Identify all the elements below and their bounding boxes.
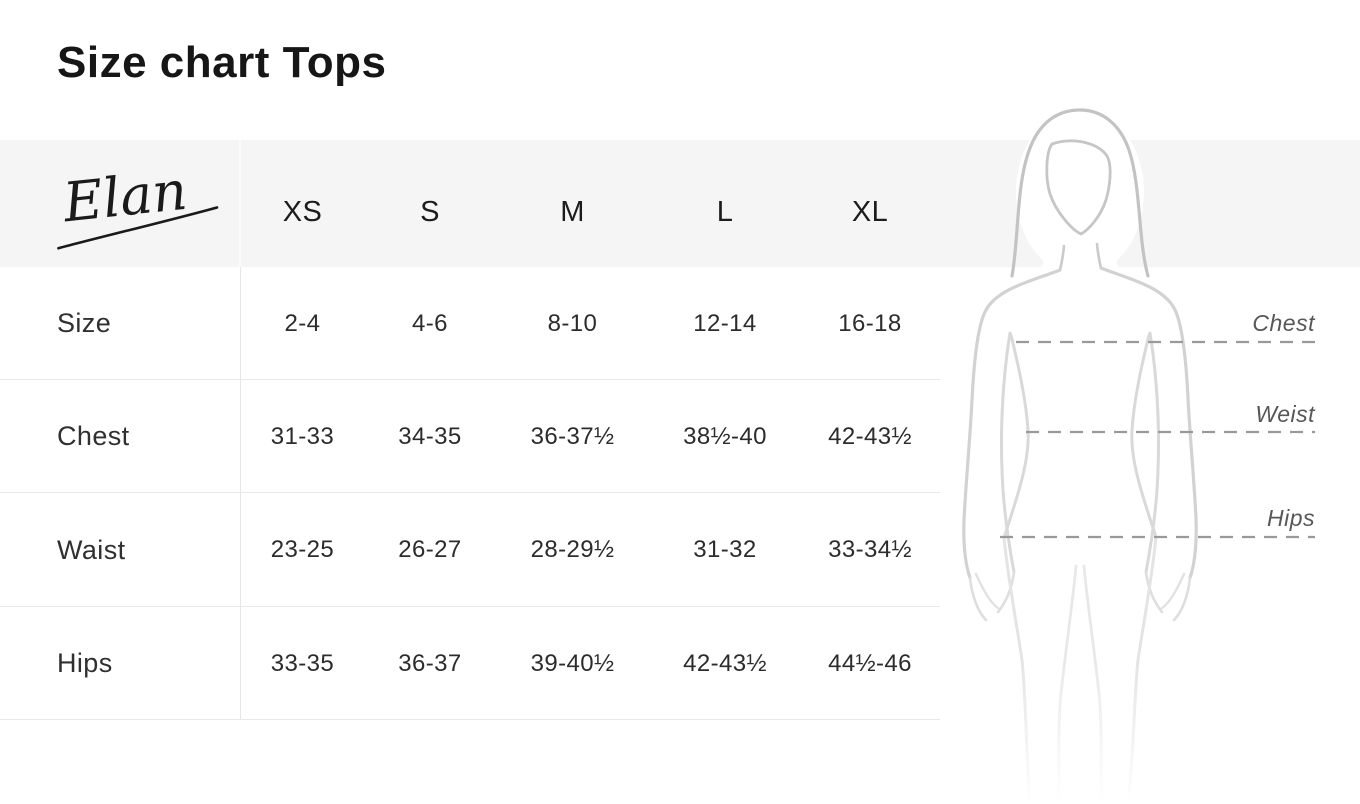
cell-waist-s: 26-27: [398, 536, 462, 563]
cell-waist-l: 31-32: [693, 536, 757, 563]
cell-waist-m: 28-29½: [530, 536, 615, 563]
cell-chest-xs: 31-33: [270, 423, 335, 450]
brand-logo-signature: Elan: [57, 159, 219, 250]
logo-underline: [57, 206, 219, 250]
col-header-m: M: [560, 196, 585, 228]
cell-chest-s: 34-35: [398, 423, 462, 450]
row-label-hips: Hips: [57, 648, 113, 678]
cell-hips-s: 36-37: [398, 650, 462, 677]
figure-waist-label: Weist: [1255, 401, 1315, 427]
cell-waist-xs: 23-25: [270, 536, 335, 563]
cell-size-l: 12-14: [693, 310, 757, 337]
female-silhouette-icon: [940, 108, 1360, 804]
cell-chest-m: 36-37½: [530, 423, 615, 450]
row-separator: [0, 379, 940, 380]
brand-logo-text: Elan: [59, 159, 190, 235]
page-title: Size chart Tops: [57, 38, 387, 87]
row-label-size: Size: [57, 308, 112, 338]
cell-hips-l: 42-43½: [683, 650, 767, 677]
row-separator: [0, 719, 940, 720]
brand-logo: Elan: [48, 150, 223, 255]
figure-chest-label: Chest: [1252, 310, 1315, 336]
row-separator: [0, 606, 940, 607]
col-header-s: S: [420, 196, 440, 228]
cell-hips-xl: 44½-46: [828, 650, 912, 677]
cell-size-s: 4-6: [412, 310, 448, 337]
cell-hips-m: 39-40½: [530, 650, 615, 677]
col-header-xs: XS: [282, 196, 323, 228]
cell-hips-xs: 33-35: [270, 650, 335, 677]
cell-size-xl: 16-18: [838, 310, 902, 337]
row-label-chest: Chest: [57, 421, 130, 451]
row-separator: [0, 492, 940, 493]
body-figure-illustration: [940, 100, 1360, 804]
col-header-xl: XL: [851, 196, 889, 228]
figure-hips-label: Hips: [1266, 505, 1315, 531]
cell-waist-xl: 33-34½: [828, 536, 912, 563]
cell-size-xs: 2-4: [284, 310, 321, 337]
col-header-l: L: [716, 196, 734, 228]
row-label-waist: Waist: [57, 535, 126, 565]
cell-size-m: 8-10: [547, 310, 598, 337]
column-divider-band: [239, 140, 241, 267]
cell-chest-xl: 42-43½: [828, 423, 912, 450]
cell-chest-l: 38½-40: [683, 423, 767, 450]
column-divider: [240, 267, 241, 720]
